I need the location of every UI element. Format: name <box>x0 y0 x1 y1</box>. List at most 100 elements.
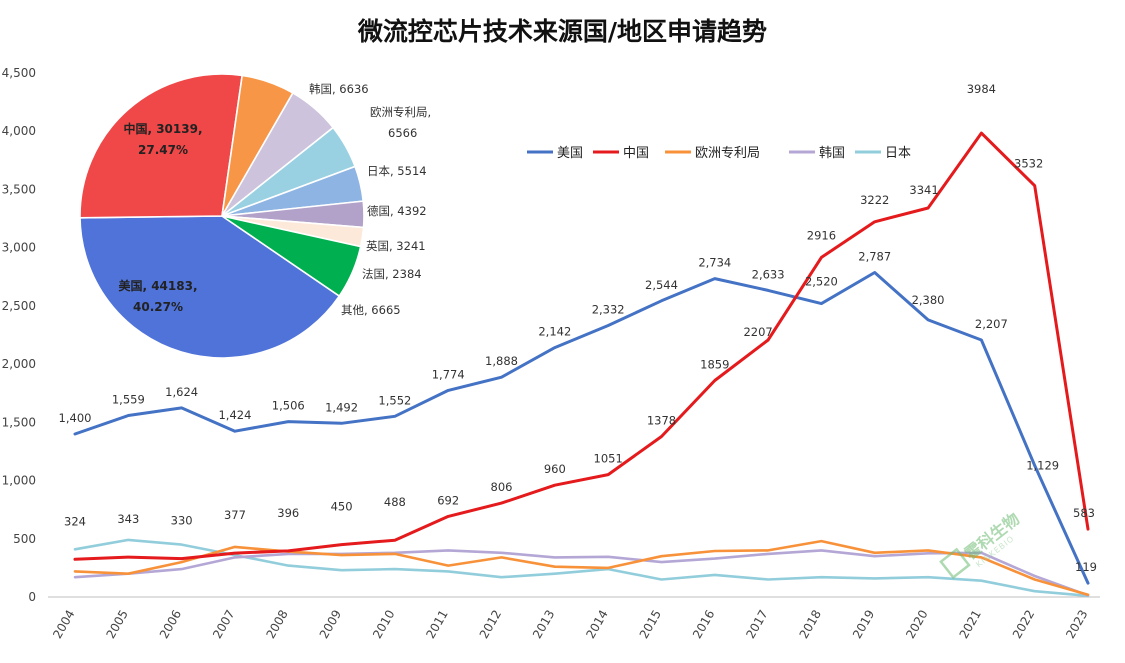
x-tick-label: 2010 <box>370 608 397 641</box>
legend-label: 欧洲专利局 <box>695 146 760 161</box>
us-data-label: 1,624 <box>165 385 198 399</box>
legend-label: 韩国 <box>819 146 845 161</box>
cn-data-label: 1051 <box>594 452 623 466</box>
cn-data-label: 1378 <box>647 414 676 428</box>
x-tick-label: 2017 <box>743 608 770 641</box>
pie-label-outer: 欧洲专利局, <box>370 105 431 119</box>
cn-data-label: 960 <box>544 462 566 476</box>
cn-data-label: 3532 <box>1014 157 1043 171</box>
us-data-label: 2,520 <box>805 275 838 289</box>
x-tick-label: 2016 <box>690 608 717 641</box>
pie-label-outer: 法国, 2384 <box>362 267 422 281</box>
legend-label: 美国 <box>557 146 583 161</box>
series-line-1 <box>73 131 1090 561</box>
cn-data-label: 583 <box>1073 506 1095 520</box>
us-data-label: 1,492 <box>325 400 358 414</box>
y-tick-label: 0 <box>28 590 36 604</box>
us-data-label: 1,552 <box>378 393 411 407</box>
us-data-label: 2,734 <box>698 256 731 270</box>
axis-layer: 0 500 1,000 1,500 2,000 2,500 3,000 3,500 4,000 4… <box>2 66 1100 641</box>
cn-data-label: 450 <box>331 500 353 514</box>
cn-data-label: 396 <box>277 506 299 520</box>
us-data-label: 1,424 <box>218 408 251 422</box>
x-tick-label: 2023 <box>1063 608 1090 641</box>
x-tick-label: 2007 <box>210 608 237 641</box>
cn-data-label: 2916 <box>807 228 836 242</box>
x-tick-label: 2009 <box>317 608 344 641</box>
series-line-0 <box>73 271 1090 585</box>
x-tick-label: 2015 <box>637 608 664 641</box>
lines-layer <box>73 131 1090 598</box>
us-data-label: 2,380 <box>912 293 945 307</box>
cn-data-label: 2207 <box>743 325 772 339</box>
y-tick-label: 2,500 <box>2 299 36 313</box>
us-data-label: 2,142 <box>538 325 571 339</box>
x-tick-label: 2008 <box>263 608 290 641</box>
us-data-label: 1,774 <box>432 367 465 381</box>
us-data-label: 2,633 <box>752 267 785 281</box>
x-tick-label: 2019 <box>850 608 877 641</box>
x-tick-label: 2021 <box>957 608 984 641</box>
x-tick-label: 2014 <box>583 608 610 641</box>
x-tick-label: 2018 <box>797 608 824 641</box>
pie-label-inner-pct: 27.47% <box>138 143 188 157</box>
us-data-label: 2,787 <box>858 249 891 263</box>
labels-layer: 1,400 1,559 1,624 1,424 1,506 1,492 1,552 1,774… <box>59 82 1097 574</box>
x-tick-label: 2011 <box>423 608 450 641</box>
pie-label-inner-pct: 40.27% <box>133 300 183 314</box>
pie-label-outer: 英国, 3241 <box>366 239 426 253</box>
pie-slice-1 <box>79 73 244 219</box>
us-data-label: 2,544 <box>645 278 678 292</box>
pie-label-outer: 其他, 6665 <box>341 303 401 317</box>
us-data-label: 1,506 <box>272 399 305 413</box>
series-line-3 <box>73 549 1090 597</box>
us-data-label: 2,207 <box>975 317 1008 331</box>
y-tick-label: 3,000 <box>2 241 36 255</box>
series-line-2 <box>73 539 1090 596</box>
cn-data-label: 343 <box>117 512 139 526</box>
x-tick-label: 2004 <box>50 608 77 641</box>
pie-label-inner: 美国, 44183, <box>118 278 197 293</box>
pie-label-outer: 韩国, 6636 <box>309 82 369 96</box>
us-data-label: 1,400 <box>59 411 92 425</box>
cn-data-label: 488 <box>384 495 406 509</box>
pie-label-inner: 中国, 30139, <box>123 121 202 136</box>
cn-data-label: 324 <box>64 514 86 528</box>
cn-data-label: 3341 <box>909 183 938 197</box>
pie-slice-0 <box>79 215 341 359</box>
pie-layer: 美国, 44183, 40.27% 中国, 30139, 27.47% 韩国, 6636… <box>79 73 431 359</box>
us-data-label: 1,888 <box>485 354 518 368</box>
us-data-label: 1,559 <box>112 392 145 406</box>
cn-data-label: 3222 <box>860 193 889 207</box>
pie-slice-8 <box>221 215 362 298</box>
y-tick-label: 3,500 <box>2 182 36 196</box>
cn-data-label: 330 <box>171 514 193 528</box>
x-tick-label: 2005 <box>104 608 131 641</box>
y-tick-label: 1,500 <box>2 415 36 429</box>
cn-data-label: 692 <box>437 493 459 507</box>
us-data-label: 1,129 <box>1026 459 1059 473</box>
y-tick-label: 1,000 <box>2 474 36 488</box>
legend-label: 日本 <box>885 146 911 161</box>
x-tick-label: 2006 <box>157 608 184 641</box>
cn-data-label: 377 <box>224 508 246 522</box>
pie-label-outer-2: 6566 <box>388 126 417 140</box>
x-tick-label: 2013 <box>530 608 557 641</box>
y-tick-label: 500 <box>13 532 36 546</box>
pie-label-outer: 日本, 5514 <box>367 164 427 178</box>
y-tick-label: 2,000 <box>2 357 36 371</box>
legend-layer: 美国 中国 欧洲专利局 韩国 日本 <box>527 146 911 161</box>
us-data-label: 119 <box>1075 560 1097 574</box>
y-tick-label: 4,500 <box>2 66 36 80</box>
cn-data-label: 3984 <box>967 82 996 96</box>
x-tick-label: 2012 <box>477 608 504 641</box>
x-tick-label: 2020 <box>903 608 930 641</box>
cn-data-label: 1859 <box>700 358 729 372</box>
watermark-logo-icon <box>939 547 971 580</box>
legend-label: 中国 <box>623 146 649 161</box>
y-tick-label: 4,000 <box>2 124 36 138</box>
x-tick-label: 2022 <box>1010 608 1037 641</box>
